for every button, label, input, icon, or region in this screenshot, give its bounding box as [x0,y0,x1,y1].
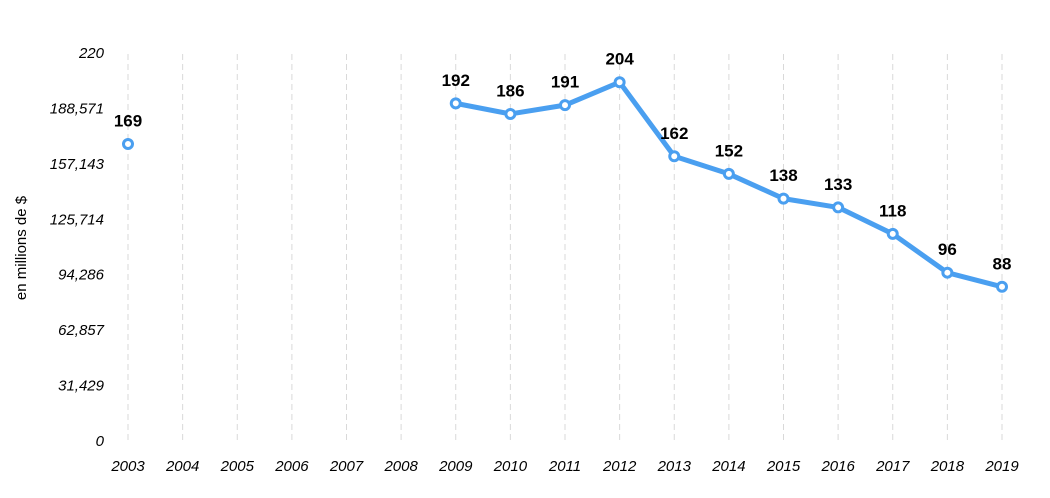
value-label: 192 [442,71,470,90]
x-tick-label: 2009 [438,458,473,475]
point [613,76,626,89]
value-label: 138 [769,166,797,185]
x-tick-label: 2011 [548,458,581,475]
value-label: 162 [660,124,688,143]
value-label: 88 [993,254,1012,273]
x-tick-label: 2006 [274,458,309,475]
point [668,150,681,163]
x-tick-label: 2014 [711,458,745,475]
x-tick-label: 2017 [875,458,910,475]
x-tick-label: 2015 [766,458,801,475]
y-tick-label: 157,143 [50,156,105,173]
point [777,192,790,205]
y-tick-label: 220 [78,45,105,62]
x-tick-label: 2004 [165,458,199,475]
y-tick-label: 188,571 [50,100,104,117]
value-label: 152 [715,141,743,160]
x-tick-label: 2019 [984,458,1019,475]
x-tick-label: 2003 [110,458,145,475]
point [832,201,845,214]
value-label: 169 [114,111,142,130]
x-tick-label: 2005 [220,458,255,475]
y-axis-title: en millions de $ [13,195,30,300]
point [122,137,134,150]
point [996,280,1008,293]
x-tick-label: 2018 [930,458,965,475]
y-tick-label: 125,714 [50,211,104,228]
x-tick-label: 2016 [820,458,855,475]
x-tick-label: 2008 [383,458,418,475]
y-tick-label: 31,429 [58,378,105,395]
y-tick-label: 0 [96,433,105,450]
x-tick-label: 2010 [493,458,528,475]
value-label: 204 [605,50,634,69]
value-label: 186 [496,81,524,100]
y-tick-label: 94,286 [58,267,105,284]
point [449,97,462,110]
point [504,107,517,120]
x-tick-label: 2012 [602,458,637,475]
value-label: 191 [551,73,579,92]
point [941,266,954,279]
value-label: 133 [824,175,852,194]
x-tick-label: 2013 [657,458,692,475]
value-label: 118 [879,201,906,220]
point [886,227,899,240]
point [559,99,571,112]
value-label: 96 [938,240,957,259]
x-tick-label: 2007 [329,458,364,475]
y-tick-label: 62,857 [58,322,105,339]
point [722,167,735,180]
